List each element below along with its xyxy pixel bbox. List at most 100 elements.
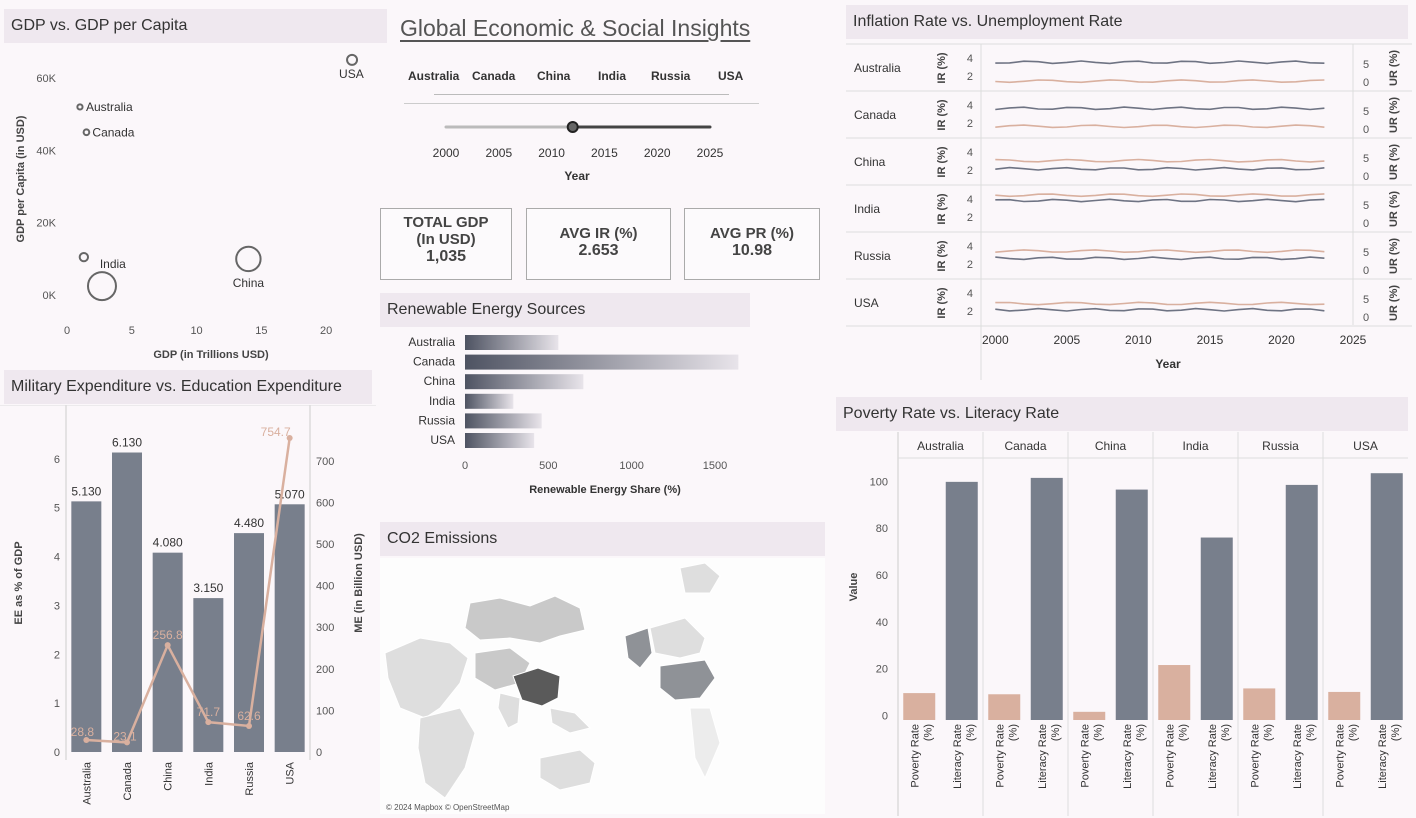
pov-sub-label: Literacy Rate — [1037, 724, 1049, 789]
pov-literacy-bar — [1200, 537, 1233, 720]
inf-ir-title: IR (%) — [936, 193, 948, 225]
inf-y-tick: 4 — [967, 241, 973, 253]
mil-bar — [234, 533, 264, 752]
ren-bar — [465, 433, 535, 448]
poverty-panel-header: Poverty Rate vs. Literacy Rate — [836, 397, 1408, 431]
pov-y-tick: 60 — [876, 570, 888, 582]
inf-ir-line — [995, 256, 1325, 261]
inf-y-tick: 4 — [967, 147, 973, 159]
europe-africa-shape — [384, 637, 469, 719]
pov-y-tick: 20 — [876, 664, 888, 676]
south-america-shape — [689, 707, 721, 780]
military-education-chart: 0 1 2 3 4 5 6 0 100 200 300 400 500 600 700 EE as % of … — [0, 405, 376, 805]
inf-y2-tick: 0 — [1363, 312, 1369, 324]
inflation-panel-header: Inflation Rate vs. Unemployment Rate — [846, 5, 1408, 39]
pov-category-label: USA — [1353, 439, 1378, 453]
filter-india[interactable]: India — [598, 69, 627, 83]
ren-category-label: Russia — [418, 413, 455, 427]
pov-sub-label: Literacy Rate — [1122, 724, 1134, 789]
mil-bar-label: 5.070 — [275, 487, 305, 501]
inf-y-tick: 4 — [967, 100, 973, 112]
pov-category-label: China — [1095, 439, 1127, 453]
filter-russia[interactable]: Russia — [651, 69, 691, 83]
year-slider[interactable]: 2000 2005 2010 2015 2020 2025 Year — [410, 110, 750, 190]
inf-y2-tick: 5 — [1363, 247, 1369, 259]
mil-y2-tick: 300 — [316, 622, 334, 634]
ren-bar — [465, 413, 542, 429]
mil-category-label: Russia — [244, 761, 256, 796]
mil-y-title: EE as % of GDP — [13, 541, 25, 624]
mil-bar-label: 3.150 — [193, 581, 223, 595]
greenland-shape — [679, 562, 721, 594]
inf-y-tick: 2 — [967, 118, 973, 130]
pov-poverty-bar — [903, 693, 936, 720]
pov-category-label: Canada — [1004, 439, 1046, 453]
gdp-y-tick: 60K — [36, 73, 56, 85]
mil-y2-tick: 600 — [316, 497, 334, 509]
mil-y2-tick: 700 — [316, 456, 334, 468]
kpi-avg-ir-label: AVG IR (%) — [559, 225, 638, 242]
slider-tick-label: 2015 — [591, 146, 618, 160]
gdp-point — [346, 53, 359, 66]
military-panel-header: Military Expenditure vs. Education Expen… — [4, 370, 372, 404]
pov-y-tick: 0 — [882, 710, 888, 722]
mil-me-label: 23.1 — [113, 729, 137, 743]
inf-y2-tick: 0 — [1363, 77, 1369, 89]
gdp-x-tick: 15 — [255, 325, 267, 337]
inf-row-label: USA — [854, 296, 879, 310]
inf-y-tick: 4 — [967, 288, 973, 300]
kpi-avg-pr: AVG PR (%) 10.98 — [684, 208, 820, 280]
mil-me-line — [86, 437, 291, 744]
pov-sub-label: Poverty Rate — [1334, 724, 1346, 788]
inf-ir-line — [995, 60, 1325, 65]
inf-ur-title: UR (%) — [1388, 285, 1400, 321]
inf-ir-line — [995, 166, 1325, 171]
mil-y-tick: 3 — [54, 600, 60, 612]
inf-row-label: Australia — [854, 61, 901, 75]
pov-sub-label-unit: (%) — [922, 724, 934, 741]
pov-sub-label: Literacy Rate — [1292, 724, 1304, 789]
gdp-point — [235, 245, 262, 273]
pov-sub-label-unit: (%) — [1390, 724, 1402, 741]
mil-bar-label: 5.130 — [71, 484, 101, 498]
inf-ir-line — [995, 307, 1325, 312]
filter-australia[interactable]: Australia — [408, 69, 460, 83]
gdp-y-tick: 20K — [36, 218, 56, 230]
ren-x-title: Renewable Energy Share (%) — [529, 484, 681, 496]
gdp-x-tick: 20 — [320, 325, 332, 337]
filter-usa[interactable]: USA — [718, 69, 744, 83]
pov-sub-label: Poverty Rate — [1079, 724, 1091, 788]
inf-ur-line — [995, 79, 1325, 84]
inf-ur-line — [995, 193, 1325, 198]
mil-y2-title: ME (in Billion USD) — [353, 533, 365, 633]
pov-sub-label-unit: (%) — [1305, 724, 1317, 741]
gdp-scatter-chart: 0K 20K 40K 60K 0 5 10 15 20 GDP (in Trillions USD… — [15, 53, 364, 361]
inf-x-title: Year — [1155, 357, 1181, 371]
inf-row-label: China — [854, 155, 886, 169]
pov-sub-label-unit: (%) — [1050, 724, 1062, 741]
mil-me-point — [286, 435, 293, 442]
inf-ir-title: IR (%) — [936, 99, 948, 131]
inf-y2-tick: 0 — [1363, 265, 1369, 277]
filter-canada[interactable]: Canada — [472, 69, 516, 83]
mil-y-tick: 5 — [54, 503, 60, 515]
filter-china[interactable]: China — [537, 69, 571, 83]
inf-row-label: Canada — [854, 108, 896, 122]
india-shape — [497, 692, 521, 729]
pov-sub-label: Poverty Rate — [994, 724, 1006, 788]
kpi-avg-ir-value: 2.653 — [578, 242, 619, 259]
renewable-panel-header: Renewable Energy Sources — [380, 293, 750, 327]
co2-emissions-map[interactable]: © 2024 Mapbox © OpenStreetMap — [380, 558, 825, 814]
se-asia-shape — [549, 707, 591, 734]
ren-category-label: USA — [430, 433, 455, 447]
pov-sub-label-unit: (%) — [1135, 724, 1147, 741]
mil-category-label: Australia — [81, 761, 93, 805]
kpi-avg-ir: AVG IR (%) 2.653 — [526, 208, 671, 280]
inf-ir-title: IR (%) — [936, 240, 948, 272]
ren-bar — [465, 354, 739, 370]
pov-sub-label-unit: (%) — [1220, 724, 1232, 741]
inf-y2-tick: 0 — [1363, 124, 1369, 136]
pov-sub-label: Poverty Rate — [1249, 724, 1261, 788]
gdp-point — [86, 271, 117, 302]
inf-y-tick: 2 — [967, 306, 973, 318]
